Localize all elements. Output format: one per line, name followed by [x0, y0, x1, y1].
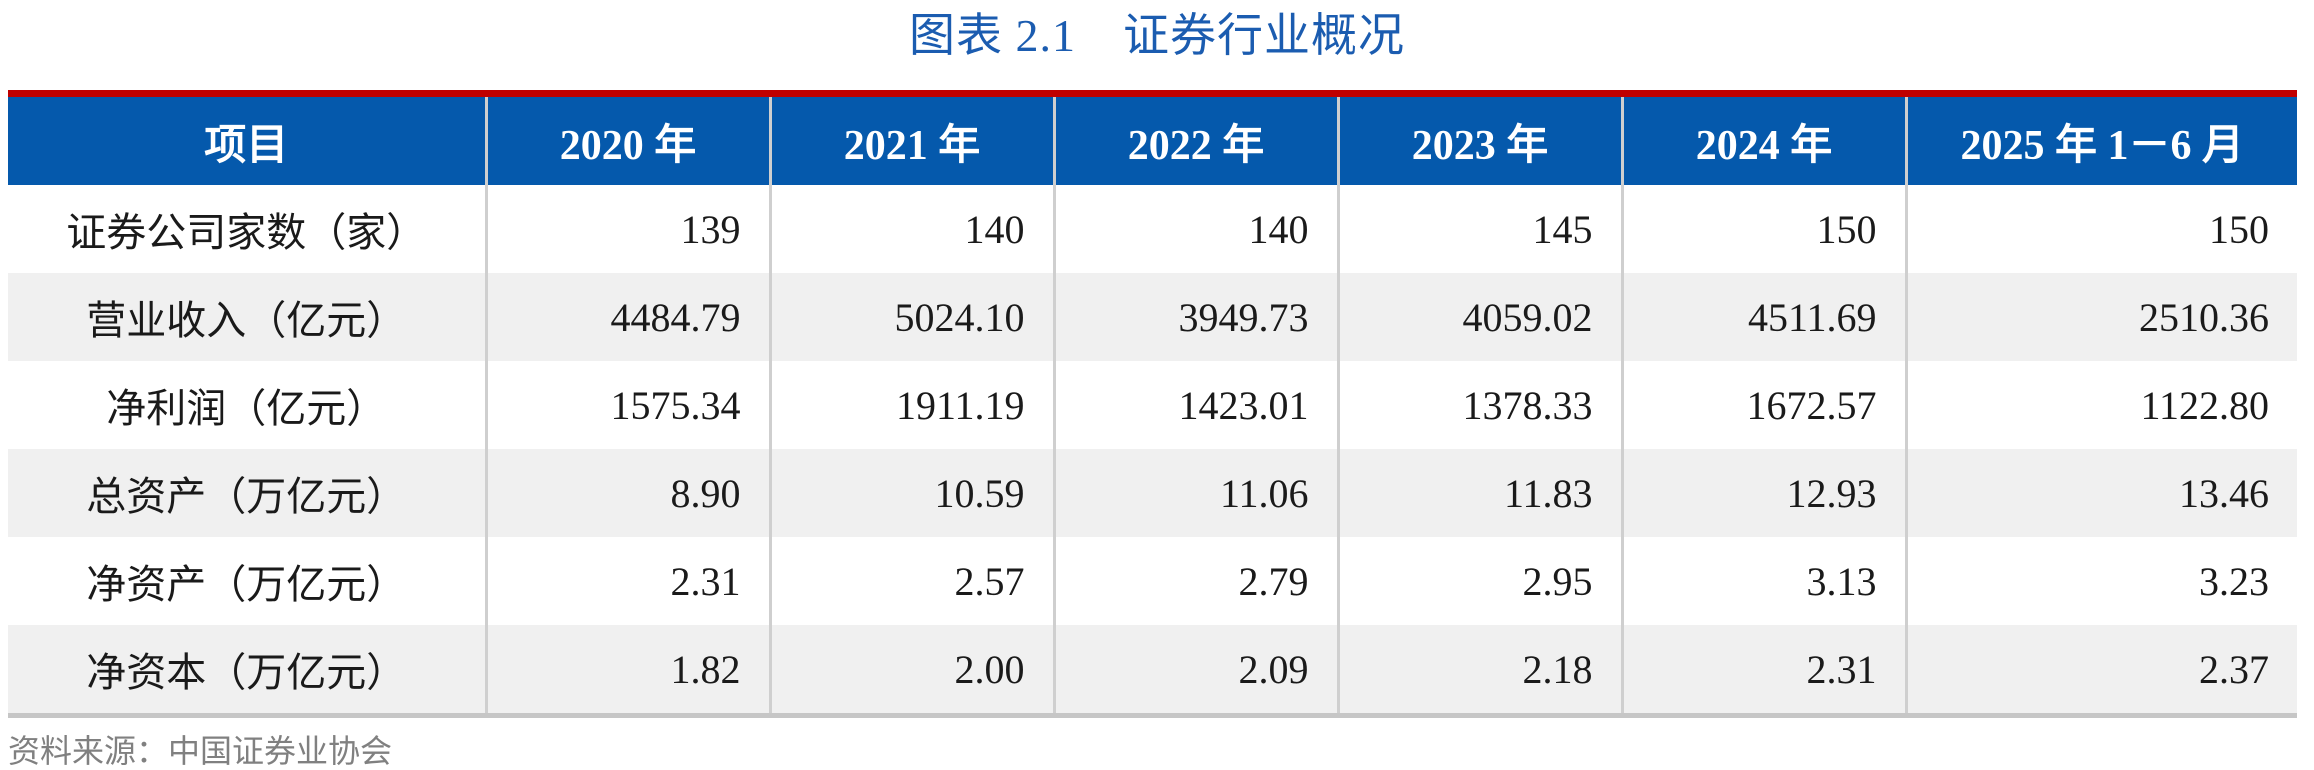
cell-value: 150: [1904, 185, 2297, 273]
row-label: 净资本（万亿元）: [8, 625, 486, 716]
cell-value: 1122.80: [1904, 361, 2297, 449]
cell-value: 3.13: [1620, 537, 1906, 625]
cell-value: 4511.69: [1620, 273, 1906, 361]
industry-overview-table-wrap: 项目 2020 年 2021 年 2022 年 2023 年 2024 年 20…: [8, 90, 2297, 718]
table-row: 总资产（万亿元） 8.90 10.59 11.06 11.83 12.93 13…: [8, 449, 2297, 537]
table-row: 营业收入（亿元） 4484.79 5024.10 3949.73 4059.02…: [8, 273, 2297, 361]
table-header-row: 项目 2020 年 2021 年 2022 年 2023 年 2024 年 20…: [8, 97, 2297, 185]
cell-value: 2.95: [1336, 537, 1622, 625]
cell-value: 3.23: [1904, 537, 2297, 625]
cell-value: 12.93: [1620, 449, 1906, 537]
cell-value: 140: [1052, 185, 1338, 273]
cell-value: 13.46: [1904, 449, 2297, 537]
cell-value: 10.59: [768, 449, 1054, 537]
col-header-item: 项目: [8, 97, 486, 185]
table-top-accent-bar: [8, 90, 2297, 97]
cell-value: 11.83: [1336, 449, 1622, 537]
col-header-2023: 2023 年: [1336, 97, 1622, 185]
cell-value: 2.00: [768, 625, 1054, 716]
cell-value: 1378.33: [1336, 361, 1622, 449]
cell-value: 2510.36: [1904, 273, 2297, 361]
col-header-2021: 2021 年: [768, 97, 1054, 185]
cell-value: 2.79: [1052, 537, 1338, 625]
table-row: 净利润（亿元） 1575.34 1911.19 1423.01 1378.33 …: [8, 361, 2297, 449]
row-label: 净利润（亿元）: [106, 386, 387, 431]
cell-value: 150: [1620, 185, 1906, 273]
row-label: 营业收入（亿元）: [8, 273, 486, 361]
table-row: 净资本（万亿元） 1.82 2.00 2.09 2.18 2.31 2.37: [8, 625, 2297, 716]
cell-value: 139: [484, 185, 770, 273]
cell-value: 4059.02: [1336, 273, 1622, 361]
cell-value: 2.31: [1620, 625, 1906, 716]
cell-value: 2.18: [1336, 625, 1622, 716]
cell-value: 1423.01: [1052, 361, 1338, 449]
source-note: 资料来源：中国证券业协会: [8, 733, 393, 769]
figure-title: 图表 2.1 证券行业概况: [909, 10, 1405, 61]
cell-value: 2.57: [768, 537, 1054, 625]
cell-value: 140: [768, 185, 1054, 273]
cell-value: 11.06: [1052, 449, 1338, 537]
cell-value: 2.31: [484, 537, 770, 625]
cell-value: 8.90: [484, 449, 770, 537]
cell-value: 1575.34: [484, 361, 770, 449]
cell-value: 1911.19: [768, 361, 1054, 449]
cell-value: 3949.73: [1052, 273, 1338, 361]
table-row: 证券公司家数（家） 139 140 140 145 150 150: [8, 185, 2297, 273]
row-label: 总资产（万亿元）: [8, 449, 486, 537]
cell-value: 1672.57: [1620, 361, 1906, 449]
cell-value: 4484.79: [484, 273, 770, 361]
table-row: 净资产（万亿元） 2.31 2.57 2.79 2.95 3.13 3.23: [8, 537, 2297, 625]
col-header-2020: 2020 年: [484, 97, 770, 185]
col-header-2022: 2022 年: [1052, 97, 1338, 185]
row-label: 证券公司家数（家）: [66, 210, 427, 255]
cell-value: 2.37: [1904, 625, 2297, 716]
cell-value: 2.09: [1052, 625, 1338, 716]
cell-value: 5024.10: [768, 273, 1054, 361]
cell-value: 145: [1336, 185, 1622, 273]
col-header-2025h1: 2025 年 1－6 月: [1904, 97, 2297, 185]
industry-overview-table: 项目 2020 年 2021 年 2022 年 2023 年 2024 年 20…: [8, 97, 2297, 718]
row-label: 净资产（万亿元）: [86, 562, 407, 607]
col-header-2024: 2024 年: [1620, 97, 1906, 185]
cell-value: 1.82: [484, 625, 770, 716]
